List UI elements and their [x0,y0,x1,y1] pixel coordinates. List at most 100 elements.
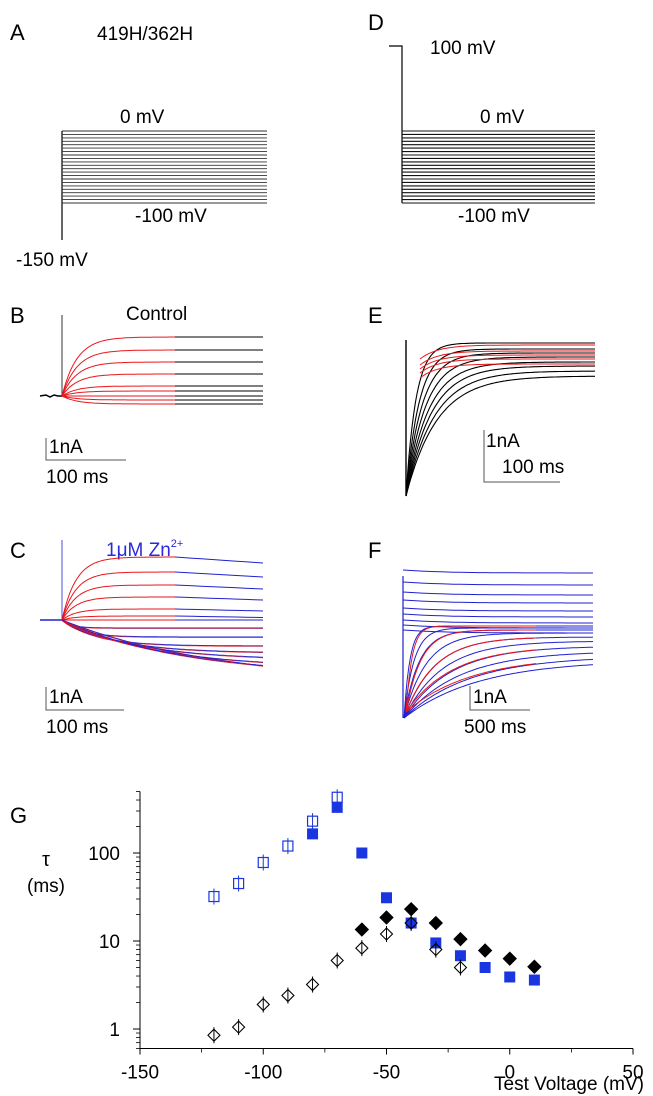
panel-d-letter: D [368,10,384,35]
filled-diamond-point [354,922,370,937]
x-tick-label: 50 [622,1063,643,1084]
panel-c-current-traces [40,540,264,667]
trace-f-lower [403,632,593,719]
trace-b-fit [61,390,175,397]
panel-b-letter: B [10,303,25,328]
protocol-d-prepulse [389,45,403,203]
open-square-point [306,815,319,827]
panel-e-scale-bar-lines [483,430,560,483]
trace-f-fit [405,637,536,713]
trace-c-current [61,619,263,653]
panel-a-title: 419H/362H [97,24,193,45]
open-diamond-point [404,916,418,930]
trace-e-current [405,352,595,497]
open-diamond-point [305,977,320,992]
trace-b-fit [61,385,175,397]
panel-d: D 100 mV 0 mV -100 mV [368,10,595,227]
trace-f-upper [402,613,593,618]
panel-c-title-main: 1μM Zn [106,540,171,561]
open-square-point [233,877,245,890]
panel-f: F 1nA 500 ms [368,538,594,738]
trace-c-fit [61,571,175,621]
trace-c-fit [61,620,264,667]
filled-diamond-point [527,959,542,974]
trace-f-fit [405,629,536,713]
trace-b-fit [61,373,175,397]
trace-c-fit [61,596,175,621]
filled-diamond-point [403,901,419,917]
trace-f-fit [405,625,536,713]
trace-c-tail [174,556,264,564]
open-diamond-point [379,927,394,941]
trace-f-fit [405,663,537,713]
trace-c-fit [61,620,264,667]
trace-c-fit [61,620,263,653]
panel-c-scale-current: 1nA [49,687,83,708]
panel-c-title-superscript: 2+ [171,538,184,550]
panel-f-scale-time: 500 ms [464,717,526,738]
trace-c-tail [174,584,264,590]
panel-d-label-bottom: -100 mV [458,206,530,227]
panel-e-scale-time: 100 ms [502,457,564,478]
panel-b-title: Control [126,304,187,325]
panel-a-label-hold: -150 mV [16,250,88,271]
panel-b: B Control 1nA 100 ms [10,303,263,488]
panel-c: C 1μM Zn2+ 1nA 100 ms [10,538,264,738]
trace-c-fit [61,584,175,621]
x-tick-label: -50 [373,1063,400,1084]
open-diamond-point [281,988,295,1003]
trace-c-tail [174,571,264,578]
trace-f-upper [402,607,593,612]
trace-f-upper [402,619,593,624]
panel-c-scale-time: 100 ms [46,717,108,738]
open-diamond-point [453,960,468,975]
open-diamond-point [355,941,369,955]
trace-b-fit [61,395,175,401]
trace-f-fit [405,649,537,713]
filled-diamond-point [502,951,517,966]
filled-square-point [504,971,516,983]
y-tick-label: 100 [88,844,120,865]
y-axis-label-unit: (ms) [27,876,65,897]
panel-c-letter: C [10,538,26,563]
trace-e-current [405,342,595,497]
open-square-point [331,791,343,803]
trace-c-tail [174,615,264,618]
panel-c-scale-bar: 1nA 100 ms [45,687,124,738]
panel-f-scale-bar: 1nA 500 ms [464,686,530,738]
panel-f-current-traces [402,569,594,719]
x-tick-label: -100 [244,1063,282,1084]
panel-e-current-traces [405,340,596,497]
trace-f-lower [403,664,594,719]
open-diamond-point [330,953,344,968]
trace-c-fit [61,620,263,629]
panel-b-scale-time: 100 ms [46,467,108,488]
trace-e-current [405,365,595,497]
panel-f-letter: F [368,538,381,563]
panel-a-voltage-protocol [61,130,267,240]
trace-f-upper [402,569,593,574]
filled-square-point [479,961,491,973]
panel-e-letter: E [368,303,383,328]
filled-diamond-point [379,910,394,925]
panel-e-scale-current: 1nA [486,431,520,452]
trace-e-fit [419,354,595,370]
trace-e-fit [419,344,595,360]
open-square-point [208,890,220,903]
filled-diamond-point [428,915,444,931]
panel-a-letter: A [10,20,25,45]
filled-square-point [454,950,466,962]
trace-b-baseline [39,394,62,398]
trace-b-fit [61,349,175,397]
trace-c-fit [61,615,175,621]
open-diamond-point [256,997,271,1012]
trace-f-lower [403,641,594,719]
panel-a-label-bottom: -100 mV [135,206,207,227]
trace-e-current [405,375,595,497]
panel-b-current-traces [39,315,263,405]
filled-square-point [356,847,368,859]
open-diamond-point [207,1028,221,1042]
trace-e-fit [419,350,595,366]
y-tick-label: 1 [109,1020,120,1041]
